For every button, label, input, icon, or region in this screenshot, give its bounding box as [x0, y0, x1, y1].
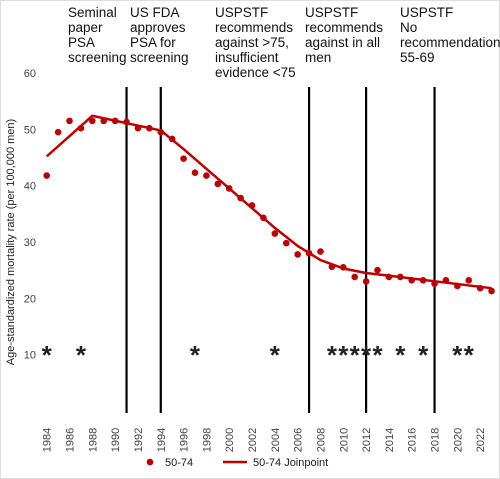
- event-annotation: recommends: [215, 20, 293, 35]
- event-annotation: paper: [68, 20, 103, 35]
- event-annotation: PSA for: [130, 35, 176, 50]
- event-annotation: US FDA: [130, 5, 180, 20]
- x-tick-label: 1988: [87, 428, 99, 452]
- x-tick-label: 1998: [201, 428, 213, 452]
- event-annotation: evidence <75: [215, 65, 296, 80]
- data-point: [488, 287, 495, 295]
- significance-asterisk: *: [361, 340, 372, 370]
- event-annotation: USPSTF: [400, 5, 453, 20]
- data-point: [362, 278, 370, 285]
- event-annotation: against >75,: [215, 35, 289, 50]
- significance-asterisk: *: [76, 340, 87, 370]
- x-tick-label: 1986: [65, 428, 77, 452]
- x-tick-label: 2022: [475, 428, 487, 452]
- y-tick-label: 10: [24, 350, 36, 362]
- significance-asterisk: *: [464, 340, 475, 370]
- legend-marker: [146, 458, 154, 466]
- x-tick-label: 2006: [293, 428, 305, 452]
- data-point: [180, 155, 187, 162]
- data-point: [465, 277, 473, 284]
- event-annotation: screening: [68, 50, 127, 65]
- y-tick-label: 60: [24, 68, 36, 80]
- event-annotation: recommendation: [400, 35, 500, 50]
- event-annotation: Seminal: [68, 5, 117, 20]
- x-tick-label: 2018: [430, 428, 442, 452]
- data-point: [66, 117, 73, 125]
- y-tick-label: 20: [24, 293, 36, 305]
- significance-asterisk: *: [350, 340, 361, 370]
- joinpoint-line: [45, 114, 492, 290]
- data-point: [54, 128, 62, 136]
- x-tick-label: 2016: [407, 428, 419, 452]
- significance-asterisk: *: [190, 340, 201, 370]
- x-tick-label: 2002: [247, 428, 259, 452]
- event-annotation: men: [305, 50, 331, 65]
- data-point: [294, 251, 301, 258]
- event-annotation: USPSTF: [215, 5, 268, 20]
- event-annotation: No: [400, 20, 417, 35]
- significance-asterisk: *: [452, 340, 463, 370]
- data-point: [374, 266, 381, 274]
- y-tick-label: 50: [24, 124, 36, 136]
- x-tick-label: 2020: [452, 428, 464, 452]
- y-tick-label: 30: [24, 237, 36, 249]
- x-tick-label: 2010: [338, 428, 350, 452]
- legend-label: 50-74: [165, 457, 193, 469]
- x-tick-label: 1992: [133, 428, 145, 452]
- legend-label: 50-74 Joinpoint: [253, 457, 328, 469]
- data-point: [191, 169, 199, 177]
- data-point: [282, 239, 290, 247]
- event-annotation: screening: [130, 50, 189, 65]
- significance-asterisk: *: [327, 340, 338, 370]
- event-annotation: 55-69: [400, 50, 435, 65]
- event-annotation: PSA: [68, 35, 95, 50]
- data-point: [43, 172, 51, 179]
- data-point: [351, 273, 358, 281]
- significance-asterisk: *: [418, 340, 429, 370]
- significance-asterisk: *: [395, 340, 406, 370]
- data-point: [271, 230, 279, 237]
- x-tick-label: 2000: [224, 428, 236, 452]
- x-tick-label: 2004: [270, 428, 282, 452]
- significance-asterisk: *: [270, 340, 281, 370]
- y-axis-label: Age-standardized mortality rate (per 100…: [5, 119, 17, 365]
- event-annotation: USPSTF: [305, 5, 358, 20]
- x-tick-label: 2008: [315, 428, 327, 452]
- significance-asterisk: *: [372, 340, 383, 370]
- x-tick-label: 2014: [384, 428, 396, 452]
- event-annotation: approves: [130, 20, 186, 35]
- significance-asterisk: *: [42, 340, 53, 370]
- significance-asterisk: *: [338, 340, 349, 370]
- x-tick-label: 1984: [42, 428, 54, 452]
- x-tick-label: 1996: [179, 428, 191, 452]
- x-tick-label: 1990: [110, 428, 122, 452]
- event-annotation: insufficient: [215, 50, 279, 65]
- data-point: [203, 172, 210, 179]
- data-point: [214, 180, 222, 188]
- data-point: [317, 248, 324, 255]
- x-tick-label: 1994: [156, 428, 168, 452]
- x-tick-label: 2012: [361, 428, 373, 452]
- data-point: [89, 117, 96, 125]
- event-annotation: against in all: [305, 35, 380, 50]
- event-annotation: recommends: [305, 20, 383, 35]
- y-tick-label: 40: [24, 181, 36, 193]
